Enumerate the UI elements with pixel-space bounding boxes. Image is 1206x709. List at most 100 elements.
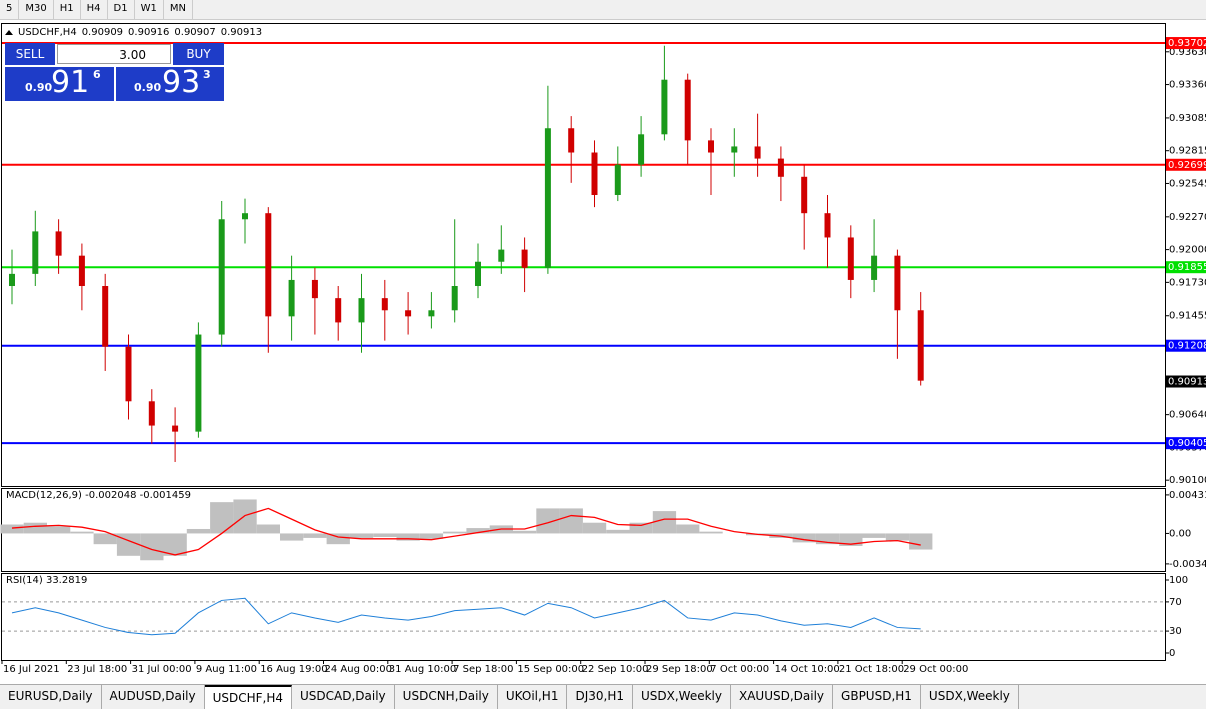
candle-body <box>684 79 691 141</box>
chart-tab[interactable]: USDCAD,Daily <box>292 685 395 709</box>
chart-tab[interactable]: GBPUSD,H1 <box>833 685 921 709</box>
y-tick-label: 0.92545 <box>1169 178 1206 189</box>
chart-tab[interactable]: XAUUSD,Daily <box>731 685 834 709</box>
candle-body <box>801 176 808 214</box>
timeframe-button[interactable]: D1 <box>108 0 135 19</box>
candle-body <box>9 273 15 287</box>
candle-body <box>428 310 435 317</box>
timeframe-button[interactable]: MN <box>164 0 193 19</box>
chart-tab[interactable]: DJ30,H1 <box>567 685 633 709</box>
y-tick-label: 0.00431 <box>1169 490 1206 501</box>
macd-bar <box>466 528 490 534</box>
x-tick-label: 16 Aug 19:00 <box>260 664 327 675</box>
chart-tab[interactable]: AUDUSD,Daily <box>102 685 205 709</box>
level-label: 0.90405 <box>1168 438 1206 449</box>
macd-bar <box>210 502 234 534</box>
rsi-line <box>11 597 921 636</box>
timeframe-button[interactable]: H1 <box>54 0 81 19</box>
macd-bar <box>792 533 816 543</box>
macd-bar <box>862 533 886 538</box>
collapse-icon <box>5 30 13 35</box>
macd-bar <box>280 533 304 541</box>
candle-body <box>451 286 458 311</box>
y-tick-label: 0 <box>1169 648 1175 659</box>
timeframe-button[interactable]: H4 <box>81 0 108 19</box>
sell-button[interactable]: SELL <box>5 43 55 65</box>
candle-body <box>917 310 924 381</box>
symbol: USDCHF,H4 <box>18 27 77 38</box>
candle-body <box>55 231 62 256</box>
macd-bar <box>652 511 677 534</box>
level-label-bg <box>1166 158 1206 171</box>
timeframe-button[interactable]: 5 <box>0 0 20 19</box>
bid-big: 0.90 <box>25 81 53 94</box>
macd-bar <box>163 533 187 556</box>
x-tick-label: 9 Aug 11:00 <box>196 664 257 675</box>
buy-button[interactable]: BUY <box>173 43 224 65</box>
chart-tab[interactable]: USDX,Weekly <box>633 685 731 709</box>
indicator-title: RSI(14) 33.2819 <box>6 575 87 586</box>
bid-price[interactable]: 0.90 91 6 <box>5 65 114 101</box>
candle-body <box>521 249 528 268</box>
x-tick-label: 24 Aug 00:00 <box>325 664 392 675</box>
chart-tab[interactable]: USDCHF,H4 <box>204 685 293 709</box>
x-tick-label: 7 Oct 00:00 <box>710 664 769 675</box>
timeframe-button[interactable]: W1 <box>135 0 164 19</box>
x-tick-label: 16 Jul 2021 <box>3 664 60 675</box>
candle-body <box>894 255 901 311</box>
x-tick-label: 14 Oct 10:00 <box>775 664 840 675</box>
candle-body <box>335 298 342 323</box>
level-label: 0.93702 <box>1168 38 1206 49</box>
candle-body <box>311 279 318 299</box>
y-tick-label: 30 <box>1169 626 1182 637</box>
candle-body <box>381 298 388 311</box>
ohlc-value: 0.90907 <box>174 27 215 38</box>
x-tick-label: 15 Sep 00:00 <box>517 664 584 675</box>
candle-body <box>731 146 738 153</box>
level-label-bg <box>1166 37 1206 50</box>
macd-bar <box>140 533 164 561</box>
macd-bar <box>419 533 444 539</box>
macd-bar <box>233 499 257 534</box>
level-label-bg <box>1166 261 1206 274</box>
macd-bar <box>815 533 840 545</box>
y-tick-label: 0.90100 <box>1169 475 1206 486</box>
macd-bar <box>186 528 211 534</box>
macd-bar <box>396 533 420 541</box>
macd-bar <box>676 524 700 534</box>
ohlc-value: 0.90916 <box>128 27 169 38</box>
candle-body <box>568 128 575 153</box>
macd-bar <box>559 508 583 534</box>
lot-input[interactable]: 3.00 <box>57 44 171 64</box>
chart-tab[interactable]: EURUSD,Daily <box>0 685 102 709</box>
candle-body <box>475 261 481 287</box>
x-tick-label: 22 Sep 10:00 <box>582 664 649 675</box>
macd-bar <box>373 533 397 538</box>
timeframe-button[interactable]: M30 <box>19 0 54 19</box>
ask-price[interactable]: 0.90 93 3 <box>116 65 224 101</box>
macd-bar <box>536 508 560 534</box>
chart-tab[interactable]: USDX,Weekly <box>921 685 1019 709</box>
y-tick-label: -0.003405 <box>1169 559 1206 570</box>
x-tick-label: 31 Aug 10:00 <box>389 664 456 675</box>
level-label-bg <box>1166 339 1206 352</box>
chart-tab[interactable]: UKOil,H1 <box>498 685 568 709</box>
candle-body <box>638 134 645 165</box>
chart-tab[interactable]: USDCNH,Daily <box>395 685 498 709</box>
macd-bar <box>70 531 94 534</box>
macd-bar <box>47 526 71 534</box>
candle-body <box>102 286 109 347</box>
macd-bar <box>909 533 933 550</box>
candle-body <box>754 146 761 159</box>
ask-small: 3 <box>203 68 211 81</box>
y-tick-label: 0.91455 <box>1169 311 1206 322</box>
candle-body <box>125 346 132 402</box>
candle-body <box>591 152 598 195</box>
macd-bar <box>93 533 117 545</box>
x-tick-label: 7 Sep 18:00 <box>453 664 513 675</box>
signal-line <box>11 507 921 556</box>
